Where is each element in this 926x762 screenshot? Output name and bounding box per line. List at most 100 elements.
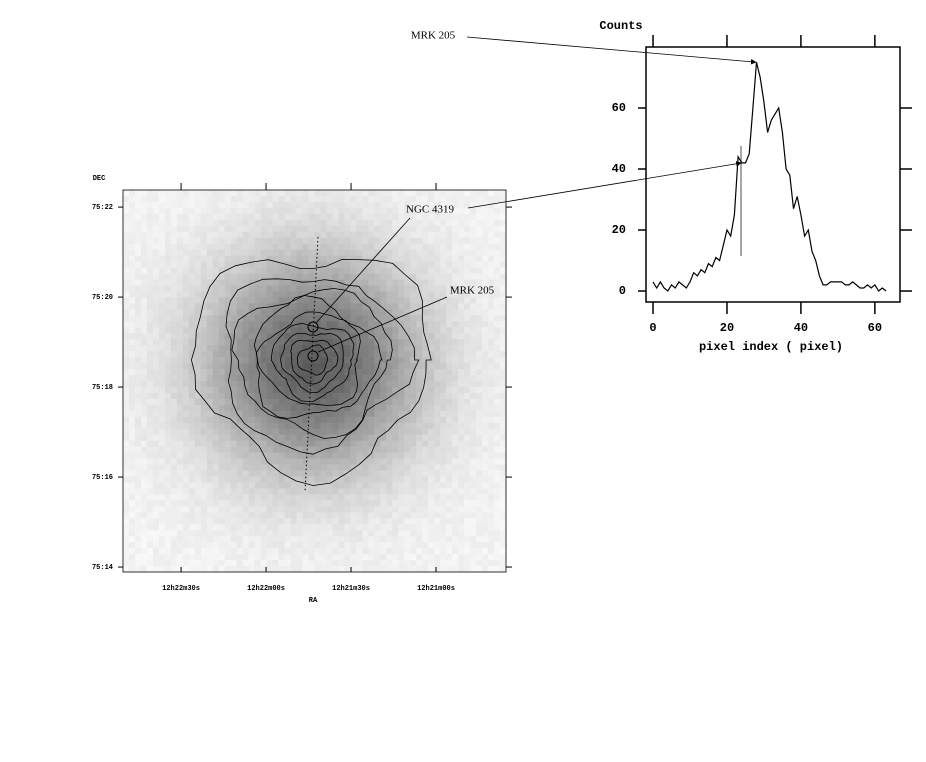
image-pixel bbox=[308, 404, 315, 412]
image-pixel bbox=[440, 458, 447, 465]
image-pixel bbox=[470, 428, 477, 436]
image-pixel bbox=[362, 213, 369, 221]
image-pixel bbox=[482, 566, 489, 573]
image-pixel bbox=[254, 458, 261, 465]
image-pixel bbox=[248, 291, 255, 298]
image-pixel bbox=[254, 554, 261, 561]
image-pixel bbox=[206, 416, 214, 424]
image-pixel bbox=[494, 476, 501, 483]
image-pixel bbox=[386, 494, 393, 501]
image-pixel bbox=[356, 273, 363, 280]
image-pixel bbox=[278, 375, 285, 382]
image-pixel bbox=[236, 518, 243, 525]
image-pixel bbox=[284, 404, 291, 412]
image-pixel bbox=[188, 488, 196, 495]
image-pixel bbox=[170, 321, 178, 328]
image-pixel bbox=[446, 410, 453, 418]
image-pixel bbox=[242, 249, 249, 256]
image-pixel bbox=[320, 512, 327, 519]
image-pixel bbox=[260, 518, 267, 525]
image-pixel bbox=[482, 333, 489, 340]
image-pixel bbox=[356, 237, 363, 245]
image-pixel bbox=[494, 213, 501, 221]
image-pixel bbox=[392, 190, 399, 197]
image-pixel bbox=[320, 464, 327, 471]
image-pixel bbox=[302, 303, 309, 310]
image-pixel bbox=[164, 237, 172, 245]
image-pixel bbox=[182, 416, 190, 424]
image-pixel bbox=[338, 560, 345, 567]
image-pixel bbox=[224, 255, 232, 262]
image-pixel bbox=[332, 339, 339, 346]
image-pixel bbox=[470, 446, 477, 453]
image-pixel bbox=[488, 315, 495, 322]
image-pixel bbox=[278, 482, 285, 489]
image-pixel bbox=[326, 548, 333, 555]
image-pixel bbox=[242, 440, 249, 447]
image-pixel bbox=[248, 458, 255, 465]
image-pixel bbox=[248, 560, 255, 567]
image-pixel bbox=[302, 327, 309, 334]
image-pixel bbox=[458, 560, 465, 567]
image-pixel bbox=[356, 225, 363, 233]
image-pixel bbox=[164, 345, 172, 352]
image-pixel bbox=[194, 267, 202, 274]
image-pixel bbox=[284, 190, 291, 197]
image-pixel bbox=[356, 404, 363, 412]
image-pixel bbox=[326, 464, 333, 471]
image-pixel bbox=[146, 273, 154, 280]
image-pixel bbox=[458, 345, 465, 352]
image-pixel bbox=[194, 398, 202, 406]
image-pixel bbox=[302, 315, 309, 322]
image-pixel bbox=[356, 398, 363, 406]
image-pixel bbox=[470, 321, 477, 328]
image-pixel bbox=[434, 279, 441, 286]
image-pixel bbox=[218, 416, 226, 424]
image-pixel bbox=[368, 381, 375, 388]
image-pixel bbox=[164, 339, 172, 346]
image-pixel bbox=[206, 237, 214, 245]
image-pixel bbox=[380, 536, 387, 543]
image-pixel bbox=[464, 452, 471, 459]
image-pixel bbox=[416, 285, 423, 292]
image-pixel bbox=[176, 536, 184, 543]
image-pixel bbox=[326, 357, 333, 364]
plot-frame bbox=[122, 189, 507, 573]
image-pixel bbox=[212, 548, 220, 555]
image-pixel bbox=[176, 410, 184, 418]
image-pixel bbox=[458, 237, 465, 245]
image-pixel bbox=[212, 524, 220, 531]
image-pixel bbox=[410, 207, 417, 215]
image-pixel bbox=[446, 309, 453, 316]
image-pixel bbox=[392, 434, 399, 441]
image-pixel bbox=[308, 398, 315, 406]
image-pixel bbox=[422, 267, 429, 274]
image-pixel bbox=[164, 249, 172, 256]
image-pixel bbox=[410, 518, 417, 525]
image-pixel bbox=[212, 315, 220, 322]
image-pixel bbox=[410, 536, 417, 543]
image-pixel bbox=[284, 428, 291, 436]
image-pixel bbox=[236, 512, 243, 519]
image-pixel bbox=[170, 392, 178, 400]
image-pixel bbox=[458, 201, 465, 209]
image-pixel bbox=[374, 315, 381, 322]
image-pixel bbox=[266, 309, 273, 316]
image-pixel bbox=[170, 542, 178, 549]
image-pixel bbox=[452, 488, 459, 495]
image-pixel bbox=[386, 267, 393, 274]
image-pixel bbox=[440, 518, 447, 525]
image-pixel bbox=[218, 345, 226, 352]
image-pixel bbox=[410, 279, 417, 286]
image-pixel bbox=[398, 237, 405, 245]
image-pixel bbox=[410, 488, 417, 495]
image-pixel bbox=[356, 219, 363, 227]
image-pixel bbox=[140, 291, 148, 298]
image-pixel bbox=[452, 357, 459, 364]
image-pixel bbox=[272, 303, 279, 310]
image-pixel bbox=[284, 392, 291, 400]
image-pixel bbox=[404, 488, 411, 495]
image-pixel bbox=[170, 518, 178, 525]
image-pixel bbox=[494, 381, 501, 388]
image-pixel bbox=[248, 303, 255, 310]
